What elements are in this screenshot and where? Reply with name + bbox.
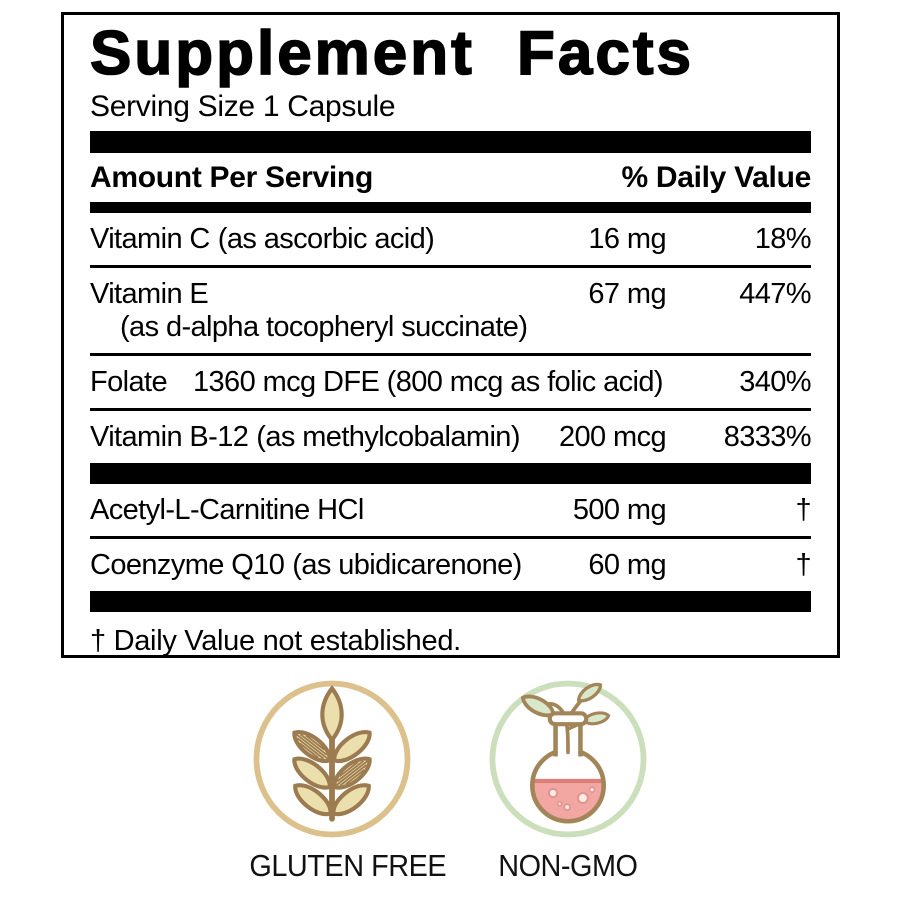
nutrient-name: Vitamin B-12 [90, 420, 249, 453]
nutrient-amount: 200 mcg [558, 420, 667, 453]
table-row: Vitamin C (as ascorbic acid) 16 mg 18% [90, 213, 812, 265]
table-row: Vitamin B-12 (as methylcobalamin) 200 mcg… [90, 407, 812, 463]
table-row: Acetyl-L-Carnitine HCl 500 mg † [90, 484, 812, 536]
nutrient-dv: 8333% [723, 420, 812, 453]
gluten-free-label: GLUTEN FREE [249, 848, 447, 883]
non-gmo-label: NON-GMO [498, 848, 638, 883]
flask-plant-icon [489, 680, 647, 838]
table-row: Coenzyme Q10 (as ubidicarenone) 60 mg † [90, 535, 812, 591]
divider-bar-thick [90, 130, 811, 153]
nutrient-note: (as methylcobalamin) [256, 420, 520, 453]
nutrient-note: (as d-alpha tocopheryl succinate) [120, 310, 528, 343]
nutrient-note: 1360 mcg DFE (800 mcg as folic acid) [193, 365, 664, 398]
nutrient-name: Vitamin E [90, 277, 209, 310]
header-amount-per-serving: Amount Per Serving [90, 160, 373, 194]
badges-row: GLUTEN FREE [0, 676, 900, 884]
wheat-icon [253, 680, 411, 838]
nutrient-name: Folate [90, 365, 168, 398]
gluten-free-badge: GLUTEN FREE [242, 676, 447, 884]
dagger-footnote: † Daily Value not established. [90, 624, 461, 657]
supplement-facts-panel: Supplement Facts Serving Size 1 Capsule … [61, 12, 840, 658]
nutrient-name: Coenzyme Q10 [90, 548, 285, 581]
nutrient-name: Vitamin C [90, 222, 210, 255]
nutrient-amount: 16 mg [588, 222, 666, 255]
nutrient-dv: 340% [739, 365, 811, 398]
divider-bar-thick [90, 462, 811, 484]
table-row: Vitamin E 67 mg 447% [90, 264, 812, 311]
nutrient-name: Acetyl-L-Carnitine HCl [90, 493, 364, 526]
divider-bar-medium [90, 201, 811, 213]
nutrient-note: (as ubidicarenone) [292, 548, 522, 581]
serving-size: Serving Size 1 Capsule [90, 89, 396, 123]
nutrient-dv: † [795, 548, 811, 581]
table-header: Amount Per Serving % Daily Value [90, 153, 811, 202]
nutrient-amount: 60 mg [588, 548, 666, 581]
divider-bar-thick [90, 590, 811, 612]
non-gmo-badge: NON-GMO [478, 676, 658, 884]
table-row: Folate 1360 mcg DFE (800 mcg as folic aci… [90, 352, 812, 408]
nutrient-note: (as ascorbic acid) [217, 222, 435, 255]
nutrient-dv: 18% [754, 222, 812, 255]
nutrient-amount: 67 mg [588, 277, 666, 310]
nutrient-amount: 500 mg [572, 493, 667, 526]
nutrient-dv: † [795, 493, 811, 526]
panel-title: Supplement Facts [89, 19, 694, 88]
header-daily-value: % Daily Value [621, 160, 811, 194]
nutrient-dv: 447% [739, 277, 811, 310]
